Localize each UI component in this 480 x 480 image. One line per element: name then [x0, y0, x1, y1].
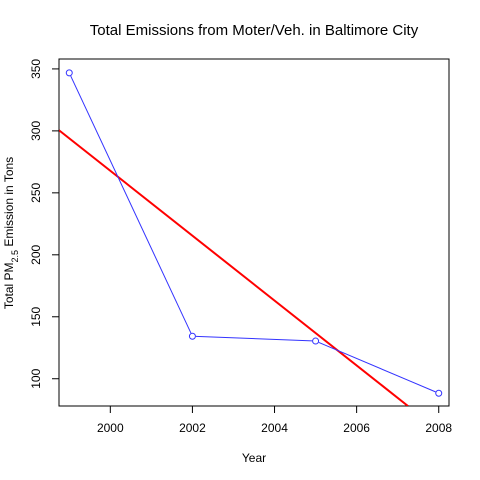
series-segment: [318, 341, 436, 393]
data-point: [435, 389, 443, 397]
x-tick-label: 2000: [97, 421, 124, 435]
y-tick-label: 350: [29, 59, 43, 79]
y-axis-label-suffix: Emission in Tons: [2, 157, 16, 250]
plot-area: [58, 58, 450, 407]
y-axis-label: Total PM2.5 Emission in Tons: [2, 157, 20, 309]
y-tick-label: 250: [29, 183, 43, 203]
trend-line: [59, 129, 409, 406]
data-point: [312, 337, 320, 345]
chart-title: Total Emissions from Moter/Veh. in Balti…: [90, 22, 419, 39]
x-tick-label: 2002: [179, 421, 206, 435]
y-tick-label: 150: [29, 306, 43, 326]
series-segment: [70, 75, 192, 334]
x-tick-label: 2008: [425, 421, 452, 435]
y-axis-label-subscript: 2.5: [10, 250, 20, 263]
series-segment: [195, 335, 313, 342]
y-tick-label: 200: [29, 244, 43, 264]
y-tick-label: 300: [29, 121, 43, 141]
y-axis-label-prefix: Total PM: [2, 262, 16, 309]
data-point: [188, 332, 196, 340]
y-axis: 100 150 200 250 300 350: [29, 59, 59, 389]
y-tick-label: 100: [29, 368, 43, 388]
x-axis-label: Year: [242, 451, 266, 465]
data-point: [65, 69, 73, 77]
x-tick-label: 2004: [261, 421, 288, 435]
x-axis: 2000 2002 2004 2006 2008: [97, 406, 452, 435]
plot-frame: [58, 58, 450, 407]
x-tick-label: 2006: [343, 421, 370, 435]
